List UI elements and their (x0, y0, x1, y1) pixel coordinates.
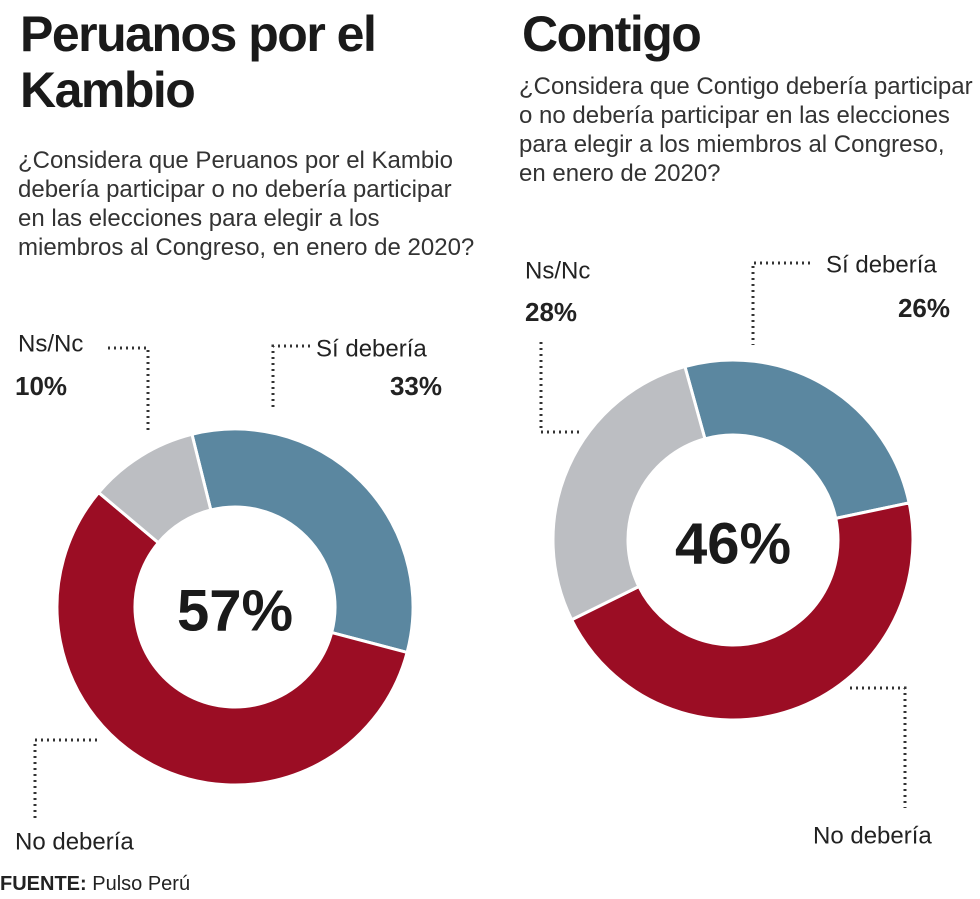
source-text: Pulso Perú (92, 873, 191, 895)
donut-segment (55, 490, 409, 787)
source: FUENTE: Pulso Perú (0, 873, 190, 896)
chart-title: Contigo (522, 6, 702, 62)
chart-subtitle: ¿Considera que Contigo debería participa… (519, 73, 980, 187)
donut-segment (190, 427, 415, 655)
leader-line (751, 261, 810, 345)
chart-subtitle: ¿Considera que Peruanos por el Kambio de… (18, 147, 475, 261)
center-label: 57% (177, 578, 293, 643)
leader-line (271, 344, 310, 410)
source-label: FUENTE: (0, 873, 87, 895)
value-label: 28% (525, 297, 577, 327)
legend-label: Ns/Nc (18, 330, 83, 357)
value-label: 10% (15, 371, 67, 401)
legend-label: Ns/Nc (525, 257, 590, 284)
legend-label: No debería (813, 822, 932, 849)
donut-segment (96, 432, 213, 545)
value-label: 33% (390, 371, 442, 401)
legend-label: Sí debería (316, 335, 427, 362)
leader-line (108, 346, 150, 430)
donut-segment (683, 358, 911, 521)
legend-label: No debería (15, 828, 134, 855)
legend-label: Sí debería (826, 251, 937, 278)
donut-segment (569, 501, 915, 722)
leader-line (539, 342, 580, 434)
leader-line (850, 686, 907, 808)
leader-lines (33, 261, 907, 820)
chart-title: Peruanos por el Kambio (20, 6, 377, 118)
center-label: 46% (675, 511, 791, 576)
leader-line (33, 738, 97, 820)
value-label: 26% (898, 293, 950, 323)
donut-segment (551, 364, 707, 622)
